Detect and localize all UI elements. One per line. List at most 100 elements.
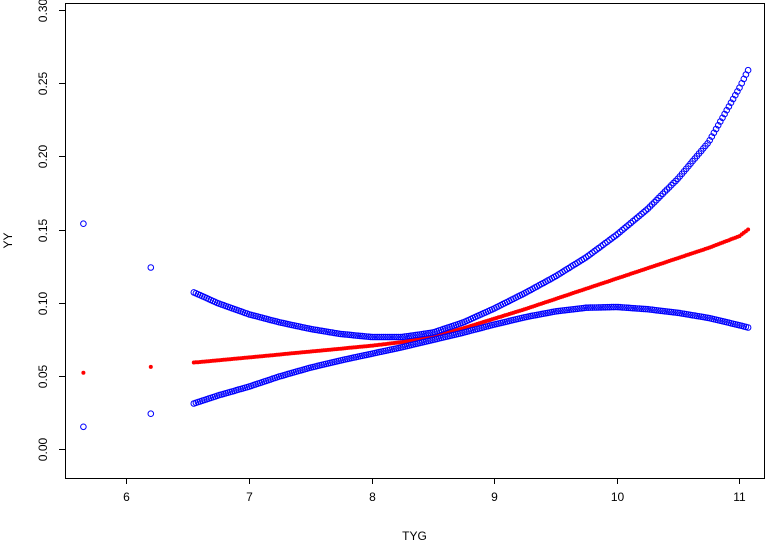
point-upper-ci (734, 88, 741, 95)
x-axis-title: TYG (402, 529, 427, 543)
point-lower-ci (606, 303, 613, 311)
point-lower-ci (648, 306, 656, 314)
x-axis: 6 7 8 9 10 11 (123, 478, 746, 504)
y-tick-label: 0.15 (36, 218, 50, 242)
point-lower-ci (636, 305, 643, 312)
point-upper-ci (393, 333, 400, 341)
point-upper-ci (612, 232, 620, 239)
point-upper-ci (348, 331, 355, 339)
point-upper-ci (354, 332, 362, 340)
point-lower-ci (595, 304, 603, 311)
point-lower-ci (629, 304, 637, 312)
point-upper-ci (714, 122, 722, 129)
x-tick-label: 7 (246, 490, 253, 504)
point-upper-ci (384, 333, 392, 341)
point-lower-ci (614, 303, 622, 311)
point-lower-ci (625, 304, 633, 312)
point-lower-ci (633, 305, 641, 312)
point-lower-ci (608, 303, 615, 311)
point-upper-ci (621, 225, 628, 232)
plot-frame (65, 3, 765, 479)
point-lower-ci (616, 303, 624, 311)
point-upper-ci (356, 332, 364, 340)
point-upper-ci (410, 332, 417, 339)
point-lower-ci (631, 305, 639, 312)
plot-marks (80, 66, 752, 431)
y-tick-label: 0.20 (36, 144, 50, 168)
point-upper-ci (341, 331, 349, 338)
y-tick-label: 0.25 (36, 71, 50, 95)
point-lower-ci (587, 304, 594, 311)
point-upper-ci (352, 332, 360, 339)
point-lower-ci (653, 307, 660, 314)
point-lower-ci (582, 304, 590, 312)
point-upper-ci (659, 190, 667, 198)
point-lower-ci (567, 306, 575, 313)
point-upper-ci (727, 99, 735, 106)
point-lower-ci (552, 308, 560, 315)
point-lower-ci (563, 306, 571, 314)
point-lower-ci (689, 312, 696, 319)
x-tick-label: 9 (491, 490, 498, 504)
point-lower-ci (663, 308, 671, 315)
point-upper-ci (725, 103, 733, 110)
point-upper-ci (614, 230, 622, 237)
y-axis: 0.00 0.05 0.10 0.15 0.20 0.25 0.30 (36, 0, 65, 461)
point-lower-ci (610, 303, 618, 311)
point-upper-ci (380, 333, 387, 341)
point-upper-ci (422, 330, 430, 337)
point-upper-ci (657, 192, 664, 200)
point-upper-ci (672, 177, 679, 185)
point-upper-ci (644, 205, 652, 212)
point-lower-ci (612, 303, 620, 311)
point-upper-ci (661, 188, 669, 195)
point-upper-ci (367, 333, 375, 341)
point-lower-ci (576, 305, 583, 312)
series-estimate (81, 227, 751, 375)
point-upper-ci (401, 333, 409, 340)
point-estimate (81, 370, 86, 375)
point-lower-ci (621, 304, 628, 311)
point-upper-ci (651, 199, 658, 206)
x-tick-label: 11 (733, 490, 746, 504)
point-upper-ci (663, 186, 671, 193)
point-upper-ci (316, 327, 323, 334)
x-tick-label: 6 (123, 490, 130, 504)
point-lower-ci (657, 307, 664, 315)
point-upper-ci (708, 133, 716, 140)
point-upper-ci (732, 91, 739, 99)
point-upper-ci (365, 333, 372, 341)
point-lower-ci (559, 307, 566, 314)
point-upper-ci (665, 184, 673, 191)
point-lower-ci (682, 310, 690, 318)
point-lower-ci (593, 304, 601, 311)
x-tick-label: 10 (611, 490, 625, 504)
point-upper-ci (378, 333, 385, 341)
point-lower-ci (584, 304, 592, 312)
point-upper-ci (344, 331, 351, 338)
point-upper-ci (371, 333, 379, 341)
series-upper-ci (80, 66, 752, 341)
point-lower-ci (627, 304, 635, 312)
point-lower-ci (589, 304, 596, 311)
point-lower-ci (147, 410, 155, 418)
y-tick-label: 0.30 (36, 0, 50, 22)
point-lower-ci (619, 304, 626, 311)
point-upper-ci (721, 110, 728, 118)
point-upper-ci (395, 333, 402, 341)
point-upper-ci (719, 114, 726, 122)
y-axis-title: YY (1, 232, 15, 248)
point-upper-ci (744, 66, 752, 74)
series-lower-ci (80, 303, 752, 431)
x-tick-label: 8 (369, 490, 376, 504)
point-upper-ci (382, 333, 389, 341)
point-upper-ci (373, 333, 381, 341)
point-upper-ci (416, 331, 424, 338)
point-upper-ci (346, 331, 353, 339)
point-upper-ci (375, 333, 383, 341)
point-lower-ci (572, 305, 579, 313)
point-estimate (746, 227, 751, 232)
point-lower-ci (665, 308, 673, 316)
point-upper-ci (631, 216, 639, 223)
